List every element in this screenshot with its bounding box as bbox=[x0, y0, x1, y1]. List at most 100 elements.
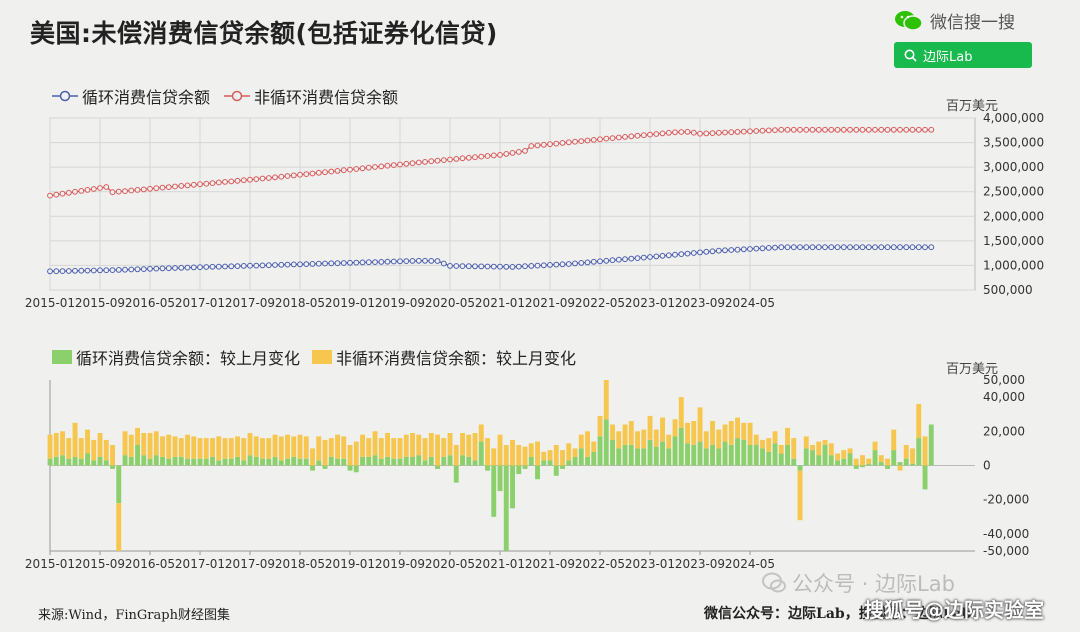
bar-revolving-change bbox=[485, 465, 490, 471]
point-nonrevolving bbox=[647, 131, 653, 138]
wechat-search-button[interactable]: 边际Lab bbox=[894, 42, 1032, 68]
point-nonrevolving bbox=[97, 185, 103, 191]
line-x-tick-label: 2023-09 bbox=[675, 296, 725, 310]
bar-nonrevolving-change bbox=[522, 446, 528, 466]
point-revolving bbox=[659, 252, 666, 259]
point-revolving bbox=[822, 244, 828, 251]
point-revolving bbox=[190, 264, 197, 271]
line-x-tick-label: 2017-01 bbox=[175, 296, 225, 310]
point-nonrevolving bbox=[690, 129, 697, 136]
point-revolving bbox=[265, 262, 272, 269]
bar-nonrevolving-change bbox=[716, 429, 722, 449]
point-nonrevolving bbox=[272, 174, 278, 181]
bar-y-tick-label: -20,000 bbox=[983, 493, 1029, 507]
point-revolving bbox=[272, 262, 278, 268]
bar-revolving-change bbox=[785, 445, 790, 466]
point-nonrevolving bbox=[140, 186, 147, 193]
point-nonrevolving bbox=[703, 130, 710, 137]
bar-nonrevolving-change bbox=[310, 448, 315, 466]
point-nonrevolving bbox=[497, 152, 503, 158]
bar-nonrevolving-change bbox=[616, 431, 622, 449]
bar-revolving-change bbox=[641, 448, 647, 466]
wechat-brand[interactable]: 微信搜一搜 bbox=[894, 8, 1015, 33]
point-nonrevolving bbox=[772, 127, 778, 134]
point-revolving bbox=[297, 261, 303, 268]
legend-swatch-nonrevolving-change bbox=[312, 350, 333, 364]
point-revolving bbox=[815, 244, 822, 251]
bar-nonrevolving-change bbox=[566, 443, 572, 461]
bar-nonrevolving-change bbox=[353, 441, 359, 466]
legend-item-revolving[interactable]: 循环消费信贷余额 bbox=[52, 84, 210, 108]
bar-nonrevolving-change bbox=[560, 450, 565, 466]
legend-item-revolving-change[interactable]: 循环消费信贷余额：较上月变化 bbox=[52, 345, 300, 369]
bar-revolving-change bbox=[353, 465, 359, 473]
point-revolving bbox=[665, 252, 672, 259]
point-revolving bbox=[365, 259, 372, 266]
bar-nonrevolving-change bbox=[766, 438, 772, 452]
point-nonrevolving bbox=[334, 168, 341, 174]
bar-revolving-change bbox=[547, 460, 553, 466]
bar-nonrevolving-change bbox=[791, 438, 797, 459]
point-nonrevolving bbox=[534, 142, 541, 149]
point-nonrevolving bbox=[759, 127, 766, 134]
bar-revolving-change bbox=[697, 441, 703, 466]
line-x-tick-label: 2015-01 bbox=[25, 296, 75, 310]
bar-revolving-change bbox=[597, 436, 603, 466]
watermark-line1: 公众号 · 边际Lab bbox=[792, 572, 955, 596]
point-nonrevolving bbox=[359, 165, 366, 172]
bar-nonrevolving-change bbox=[797, 470, 803, 521]
watermark-sohu: 搜狐号@边际实验室 bbox=[864, 598, 1044, 622]
point-revolving bbox=[828, 244, 835, 251]
point-nonrevolving bbox=[184, 182, 191, 189]
point-nonrevolving bbox=[834, 126, 841, 133]
point-nonrevolving bbox=[378, 163, 385, 170]
point-nonrevolving bbox=[409, 160, 416, 167]
point-nonrevolving bbox=[197, 181, 203, 188]
point-revolving bbox=[134, 266, 141, 273]
bar-revolving-change bbox=[541, 460, 547, 466]
bar-nonrevolving-change bbox=[235, 436, 240, 457]
point-revolving bbox=[222, 263, 228, 270]
bar-nonrevolving-change bbox=[422, 438, 428, 461]
wechat-brand-label: 微信搜一搜 bbox=[930, 13, 1015, 33]
point-revolving bbox=[247, 262, 253, 269]
legend-item-nonrevolving[interactable]: 非循环消费信贷余额 bbox=[224, 84, 398, 108]
bar-revolving-change bbox=[560, 465, 565, 469]
bar-revolving-change bbox=[341, 458, 347, 466]
point-revolving bbox=[203, 264, 210, 270]
bar-nonrevolving-change bbox=[366, 438, 372, 457]
bar-nonrevolving-change bbox=[53, 433, 59, 457]
bar-nonrevolving-change bbox=[185, 434, 190, 459]
bar-nonrevolving-change bbox=[547, 450, 553, 461]
line-x-tick-label: 2017-09 bbox=[225, 296, 275, 310]
legend-item-nonrevolving-change[interactable]: 非循环消费信贷余额：较上月变化 bbox=[312, 345, 576, 369]
line-y-tick-label: 3,000,000 bbox=[983, 160, 1044, 174]
bar-nonrevolving-change bbox=[197, 438, 203, 459]
bar-y-tick-label: 40,000 bbox=[983, 390, 1025, 404]
bar-revolving-change bbox=[622, 445, 628, 466]
point-revolving bbox=[797, 244, 803, 251]
bar-nonrevolving-change bbox=[416, 434, 422, 456]
point-nonrevolving bbox=[222, 179, 228, 185]
bar-revolving-change bbox=[272, 456, 278, 466]
bar-nonrevolving-change bbox=[435, 434, 440, 466]
line-x-tick-label: 2021-09 bbox=[525, 296, 575, 310]
bar-nonrevolving-change bbox=[316, 436, 322, 461]
point-revolving bbox=[878, 244, 885, 251]
bar-revolving-change bbox=[897, 462, 903, 466]
bar-revolving-change bbox=[491, 465, 497, 517]
point-revolving bbox=[872, 244, 878, 251]
point-nonrevolving bbox=[609, 135, 616, 142]
point-revolving bbox=[790, 244, 797, 251]
point-revolving bbox=[397, 258, 403, 265]
bar-revolving-change bbox=[816, 455, 822, 466]
bar-nonrevolving-change bbox=[322, 439, 328, 466]
bar-nonrevolving-change bbox=[410, 433, 415, 457]
bar-nonrevolving-change bbox=[747, 422, 753, 445]
bar-revolving-change bbox=[235, 456, 240, 466]
bar-revolving-change bbox=[566, 460, 572, 466]
point-revolving bbox=[434, 258, 441, 264]
point-revolving bbox=[184, 264, 191, 271]
point-revolving bbox=[928, 244, 935, 251]
bar-revolving-change bbox=[903, 458, 909, 466]
